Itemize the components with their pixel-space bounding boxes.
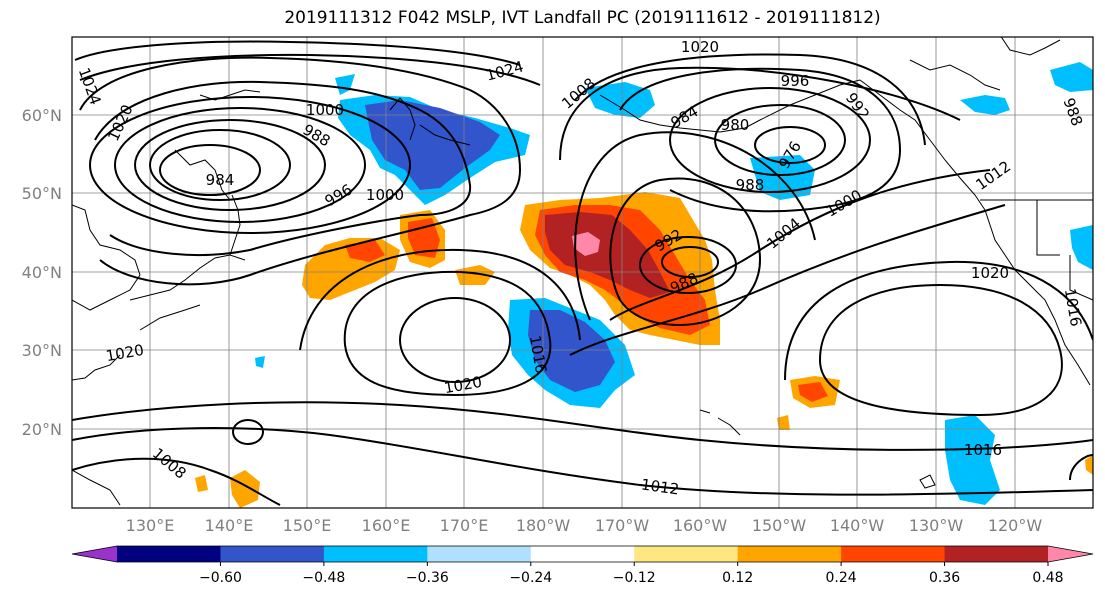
colorbar: −0.60 −0.48 −0.36 −0.24 −0.12 0.12 0.24 0.36 0.4…	[71, 545, 1094, 586]
colorbar-segment	[530, 546, 635, 562]
colorbar-segment	[117, 546, 221, 562]
colorbar-tick-label: −0.24	[509, 570, 552, 586]
colorbar-tick-label: 0.24	[826, 570, 857, 586]
map-border	[71, 36, 1094, 509]
lat-label-40n: 40°N	[22, 263, 62, 282]
ivt-negative-fill	[255, 62, 1093, 505]
lon-label-170w: 170°W	[595, 516, 650, 535]
lat-label-30n: 30°N	[22, 341, 62, 360]
contour-label: 988	[736, 176, 765, 194]
lon-label-130e: 130°E	[126, 516, 175, 535]
colorbar-segment	[737, 546, 842, 562]
colorbar-outline	[71, 545, 1094, 563]
mslp-contours	[72, 40, 1093, 506]
colorbar-extend-low	[72, 546, 117, 562]
lon-label-160w: 160°W	[673, 516, 728, 535]
contour-label: 1000	[366, 186, 404, 204]
colorbar-segment	[841, 546, 946, 562]
lat-label-20n: 20°N	[22, 420, 62, 439]
lon-label-180w: 180°W	[516, 516, 571, 535]
colorbar-tick-label: −0.36	[406, 570, 449, 586]
contour-label: 1020	[681, 38, 719, 56]
contour-label: 984	[206, 171, 235, 189]
colorbar-segment	[634, 546, 739, 562]
colorbar-segment	[220, 546, 325, 562]
contour-label: 1020	[971, 264, 1009, 282]
lon-label-150w: 150°W	[752, 516, 807, 535]
lon-label-150e: 150°E	[283, 516, 332, 535]
colorbar-segment	[427, 546, 532, 562]
colorbar-tick-label: −0.48	[302, 570, 345, 586]
lon-label-140e: 140°E	[205, 516, 254, 535]
lon-label-140w: 140°W	[830, 516, 885, 535]
colorbar-extend-high	[1048, 546, 1093, 562]
colorbar-tick-label: −0.12	[613, 570, 656, 586]
contour-label: 1000	[306, 101, 344, 119]
colorbar-tick-label: −0.60	[199, 570, 242, 586]
colorbar-tick-label: 0.36	[929, 570, 960, 586]
colorbar-tick-label: 0.12	[722, 570, 753, 586]
lat-label-50n: 50°N	[22, 184, 62, 203]
colorbar-tick-label: 0.48	[1032, 570, 1063, 586]
map-title: 2019111312 F042 MSLP, IVT Landfall PC (2…	[284, 8, 881, 28]
contour-label: 996	[781, 72, 810, 90]
latitude-axis: 60°N 50°N 40°N 30°N 20°N	[22, 106, 62, 439]
contour-label: 1016	[964, 441, 1002, 459]
lat-label-60n: 60°N	[22, 106, 62, 125]
colorbar-segment	[323, 546, 428, 562]
lon-label-170e: 170°E	[440, 516, 489, 535]
lon-label-120w: 120°W	[988, 516, 1043, 535]
lon-label-160e: 160°E	[362, 516, 411, 535]
colorbar-segment	[944, 546, 1049, 562]
longitude-axis: 130°E 140°E 150°E 160°E 170°E 180°W 170°…	[126, 516, 1043, 535]
contour-label: 980	[721, 116, 750, 134]
contour-label: 1012	[640, 475, 680, 498]
lon-label-130w: 130°W	[909, 516, 964, 535]
